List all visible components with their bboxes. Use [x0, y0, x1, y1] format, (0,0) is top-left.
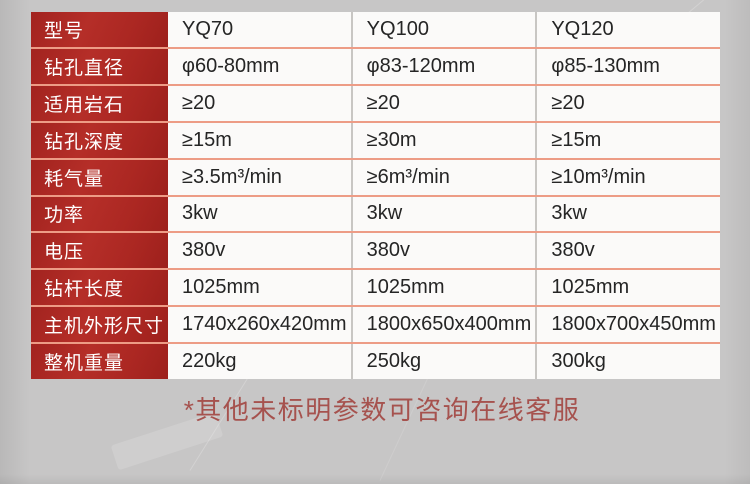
value-cell: 380v [535, 233, 721, 269]
value-cell: 250kg [350, 344, 536, 380]
value-cell: 1800x700x450mm [535, 307, 721, 343]
footnote: *其他未标明参数可咨询在线客服 [183, 395, 581, 425]
table-row: 主机外形尺寸 1740x260x420mm 1800x650x400mm 1800x7… [31, 307, 721, 345]
row-label: 钻孔直径 [31, 48, 168, 84]
value-cell: ≥3.5m³/min [168, 159, 351, 195]
table-row: 钻杆长度 1025mm 1025mm 1025mm [31, 270, 721, 308]
row-label: 型号 [31, 12, 168, 47]
spec-table: 型号 YQ70 YQ100 YQ120 钻孔直径 φ60-80mm φ83-120mm φ85… [31, 12, 721, 380]
value-cell: ≥10m³/min [535, 159, 721, 195]
value-cell: φ60-80mm [168, 48, 351, 84]
value-cell: ≥20 [350, 85, 536, 121]
table-row: 钻孔深度 ≥15m ≥30m ≥15m [31, 122, 721, 160]
row-label: 适用岩石 [31, 85, 168, 121]
row-label: 钻孔深度 [31, 122, 168, 158]
value-cell: 380v [168, 233, 351, 269]
value-cell: 1025mm [168, 270, 351, 306]
value-cell: ≥20 [535, 85, 721, 121]
value-cell: 3kw [535, 196, 721, 232]
value-cell: ≥6m³/min [350, 159, 536, 195]
left-edge-shading [0, 0, 30, 484]
value-cell: 1025mm [350, 270, 536, 306]
value-cell: 1740x260x420mm [168, 307, 351, 343]
table-row: 电压 380v 380v 380v [31, 233, 721, 271]
value-cell: 3kw [168, 196, 351, 232]
value-cell: 300kg [535, 344, 721, 380]
row-label: 钻杆长度 [31, 270, 168, 306]
value-cell: φ83-120mm [350, 48, 536, 84]
value-cell: ≥15m [535, 122, 721, 158]
value-cell: YQ120 [535, 12, 721, 47]
table-row: 耗气量 ≥3.5m³/min ≥6m³/min ≥10m³/min [31, 159, 721, 197]
value-cell: ≥30m [350, 122, 536, 158]
value-cell: 3kw [350, 196, 536, 232]
bottom-edge-shading [0, 474, 750, 484]
value-cell: 1025mm [535, 270, 721, 306]
table-row: 功率 3kw 3kw 3kw [31, 196, 721, 234]
value-cell: YQ100 [350, 12, 536, 47]
row-label: 耗气量 [31, 159, 168, 195]
row-label: 功率 [31, 196, 168, 232]
value-cell: ≥20 [168, 85, 351, 121]
table-row: 适用岩石 ≥20 ≥20 ≥20 [31, 85, 721, 123]
row-label: 整机重量 [31, 344, 168, 380]
value-cell: 1800x650x400mm [350, 307, 536, 343]
value-cell: 220kg [168, 344, 351, 380]
table-row: 整机重量 220kg 250kg 300kg [31, 344, 721, 380]
table-row: 型号 YQ70 YQ100 YQ120 [31, 12, 721, 49]
row-label: 主机外形尺寸 [31, 307, 168, 343]
value-cell: φ85-130mm [535, 48, 721, 84]
value-cell: ≥15m [168, 122, 351, 158]
value-cell: YQ70 [168, 12, 351, 47]
value-cell: 380v [350, 233, 536, 269]
table-row: 钻孔直径 φ60-80mm φ83-120mm φ85-130mm [31, 48, 721, 86]
right-edge-shading [724, 0, 750, 484]
row-label: 电压 [31, 233, 168, 269]
